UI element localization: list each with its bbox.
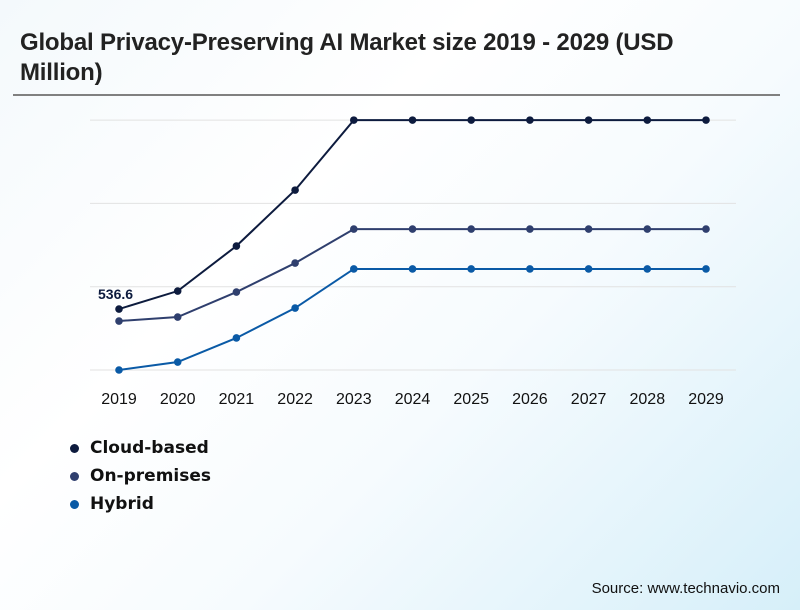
data-point[interactable] [115,305,123,313]
legend-item-cloud-based[interactable]: Cloud-based [70,434,211,462]
data-point[interactable] [408,265,417,273]
data-point[interactable] [467,116,476,124]
series-line-cloud-based [118,119,706,310]
legend-marker-icon [70,499,79,509]
x-tick-label: 2029 [688,391,724,408]
chart-title: Global Privacy-Preserving AI Market size… [20,29,674,86]
series-points [115,116,710,374]
data-point[interactable] [526,116,534,124]
x-tick-label: 2028 [630,391,666,408]
x-tick-label: 2022 [277,391,313,408]
data-point[interactable] [115,317,123,325]
x-tick-label: 2025 [453,391,489,408]
source-credit: Source: www.technavio.com [591,580,780,597]
data-point[interactable] [173,358,182,366]
legend-label: Hybrid [90,494,154,514]
data-point[interactable] [643,225,652,233]
data-point[interactable] [115,366,123,374]
legend-label: On-premises [90,466,212,486]
x-tick-label: 2023 [336,391,372,408]
data-point[interactable] [173,287,182,295]
data-point[interactable] [408,225,417,233]
legend-marker-icon [70,471,79,481]
legend-item-on-premises[interactable]: On-premises [70,462,211,490]
data-point[interactable] [467,265,476,273]
data-point[interactable] [467,225,476,233]
x-tick-label: 2024 [395,391,431,408]
x-tick-label: 2026 [512,391,548,408]
data-point[interactable] [173,313,182,321]
data-point[interactable] [584,116,593,124]
legend-label: Cloud-based [90,438,209,458]
data-point[interactable] [291,259,299,267]
x-tick-label: 2021 [219,391,255,408]
data-point[interactable] [350,225,358,233]
legend-item-hybrid[interactable]: Hybrid [70,490,211,518]
legend-marker-icon [70,443,79,453]
data-point[interactable] [584,265,593,273]
data-point[interactable] [584,225,593,233]
data-point[interactable] [526,265,534,273]
legend: Cloud-based On-premises Hybrid [70,434,211,518]
x-tick-label: 2020 [160,391,196,408]
x-tick-label: 2019 [101,391,137,408]
series-lines [118,119,706,371]
data-point[interactable] [643,116,652,124]
annotations: 536.6 [98,286,133,302]
data-point[interactable] [702,265,710,273]
gridlines [90,119,736,371]
data-point[interactable] [702,225,710,233]
x-tick-label: 2027 [571,391,607,408]
data-label: 536.6 [98,286,133,302]
series-line-on-premises [118,228,706,323]
series-line-hybrid [118,267,706,371]
data-point[interactable] [291,304,299,312]
data-point[interactable] [232,288,241,296]
data-point[interactable] [408,116,417,124]
data-point[interactable] [232,242,241,250]
title-divider [13,94,780,96]
data-point[interactable] [526,225,534,233]
data-point[interactable] [350,265,358,273]
data-point[interactable] [232,334,241,342]
data-point[interactable] [643,265,652,273]
data-point[interactable] [350,116,358,124]
x-axis-ticks: 2019 2020 2021 2022 2023 2024 2025 2026 2027 2028… [101,391,724,408]
data-point[interactable] [702,116,710,124]
data-point[interactable] [291,186,299,194]
